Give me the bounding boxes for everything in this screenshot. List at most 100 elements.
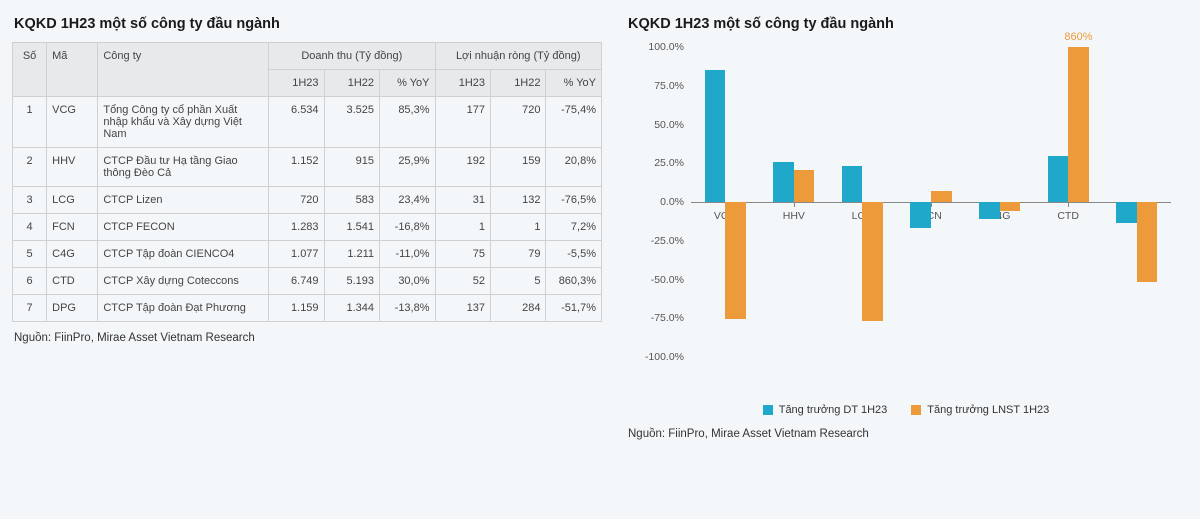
table-cell: 1.211 (324, 241, 379, 268)
table-cell: CTCP FECON (98, 214, 269, 241)
th-ln-1h23: 1H23 (435, 70, 490, 97)
overflow-label: 860% (1064, 31, 1092, 43)
table-row: 5C4GCTCP Tập đoàn CIENCO41.0771.211-11,0… (13, 241, 602, 268)
table-cell: 1.541 (324, 214, 379, 241)
table-cell: 3.525 (324, 97, 379, 148)
table-cell: 23,4% (380, 187, 435, 214)
th-dt-1h22: 1H22 (324, 70, 379, 97)
legend-item: Tăng trưởng LNST 1H23 (911, 404, 1049, 416)
legend-label: Tăng trưởng DT 1H23 (779, 404, 888, 416)
table-cell: 31 (435, 187, 490, 214)
table-cell: -51,7% (546, 295, 602, 322)
table-cell: 915 (324, 148, 379, 187)
th-dt-1h23: 1H23 (269, 70, 324, 97)
table-cell: 1.159 (269, 295, 324, 322)
th-ln-yoy: % YoY (546, 70, 602, 97)
table-cell: 5 (491, 268, 546, 295)
table-cell: 7,2% (546, 214, 602, 241)
table-cell: 1.077 (269, 241, 324, 268)
table-cell: CTCP Lizen (98, 187, 269, 214)
table-cell: -11,0% (380, 241, 435, 268)
table-cell: 5 (13, 241, 47, 268)
bar (910, 202, 931, 228)
table-cell: 25,9% (380, 148, 435, 187)
table-cell: 720 (269, 187, 324, 214)
bar (1116, 202, 1137, 223)
table-cell: VCG (47, 97, 98, 148)
table-cell: 159 (491, 148, 546, 187)
table-cell: 1 (491, 214, 546, 241)
bar (1048, 156, 1069, 203)
table-cell: 5.193 (324, 268, 379, 295)
table-cell: -75,4% (546, 97, 602, 148)
legend-label: Tăng trưởng LNST 1H23 (927, 404, 1049, 416)
table-cell: 20,8% (546, 148, 602, 187)
x-category-label: CTD (1057, 210, 1079, 222)
y-tick-label: 50.0% (636, 119, 684, 131)
table-cell: 1.152 (269, 148, 324, 187)
table-cell: -16,8% (380, 214, 435, 241)
table-cell: 6.534 (269, 97, 324, 148)
table-cell: 2 (13, 148, 47, 187)
table-cell: C4G (47, 241, 98, 268)
y-tick-label: 0.0% (636, 196, 684, 208)
table-row: 7DPGCTCP Tập đoàn Đạt Phương1.1591.344-1… (13, 295, 602, 322)
table-cell: CTCP Tập đoàn Đạt Phương (98, 295, 269, 322)
chart-panel: KQKD 1H23 một số công ty đầu ngành VCGHH… (626, 12, 1186, 440)
table-cell: 177 (435, 97, 490, 148)
th-cty: Công ty (98, 43, 269, 97)
th-loinhuanrong: Lợi nhuận ròng (Tỷ đồng) (435, 43, 601, 70)
table-cell: CTCP Đầu tư Hạ tầng Giao thông Đèo Cả (98, 148, 269, 187)
legend-swatch (911, 405, 921, 415)
bar (931, 191, 952, 202)
table-cell: 1.344 (324, 295, 379, 322)
table-row: 6CTDCTCP Xây dựng Coteccons6.7495.19330,… (13, 268, 602, 295)
bar (842, 166, 863, 202)
table-cell: 85,3% (380, 97, 435, 148)
y-tick-label: -25.0% (636, 235, 684, 247)
table-cell: 137 (435, 295, 490, 322)
table-cell: -13,8% (380, 295, 435, 322)
table-source: Nguồn: FiinPro, Mirae Asset Vietnam Rese… (14, 332, 602, 344)
table-cell: 3 (13, 187, 47, 214)
bar (862, 202, 883, 321)
legend-swatch (763, 405, 773, 415)
table-cell: 52 (435, 268, 490, 295)
y-tick-label: -100.0% (636, 351, 684, 363)
th-so: Số (13, 43, 47, 97)
bar (725, 202, 746, 319)
table-panel: KQKD 1H23 một số công ty đầu ngành Số Mã… (12, 12, 602, 440)
table-row: 2HHVCTCP Đầu tư Hạ tầng Giao thông Đèo C… (13, 148, 602, 187)
x-tick-mark (931, 202, 932, 207)
table-cell: -5,5% (546, 241, 602, 268)
table-cell: 1 (13, 97, 47, 148)
th-ln-1h22: 1H22 (491, 70, 546, 97)
th-doanhthu: Doanh thu (Tỷ đồng) (269, 43, 435, 70)
table-cell: -76,5% (546, 187, 602, 214)
table-cell: CTD (47, 268, 98, 295)
y-tick-label: -50.0% (636, 274, 684, 286)
chart-source: Nguồn: FiinPro, Mirae Asset Vietnam Rese… (628, 428, 1186, 440)
table-cell: FCN (47, 214, 98, 241)
bar (1068, 47, 1089, 202)
table-cell: 6.749 (269, 268, 324, 295)
bar (979, 202, 1000, 219)
table-cell: 79 (491, 241, 546, 268)
table-cell: 30,0% (380, 268, 435, 295)
table-cell: CTCP Xây dựng Coteccons (98, 268, 269, 295)
bar (773, 162, 794, 202)
table-cell: 132 (491, 187, 546, 214)
table-cell: Tổng Công ty cổ phần Xuất nhập khẩu và X… (98, 97, 269, 148)
table-cell: 1 (435, 214, 490, 241)
bar (1000, 202, 1021, 211)
table-cell: 75 (435, 241, 490, 268)
bar (1137, 202, 1158, 282)
table-cell: 7 (13, 295, 47, 322)
x-category-label: HHV (783, 210, 805, 222)
table-row: 1VCGTổng Công ty cổ phần Xuất nhập khẩu … (13, 97, 602, 148)
th-dt-yoy: % YoY (380, 70, 435, 97)
table-cell: 6 (13, 268, 47, 295)
table-cell: LCG (47, 187, 98, 214)
bar (794, 170, 815, 202)
results-table: Số Mã Công ty Doanh thu (Tỷ đồng) Lợi nh… (12, 42, 602, 322)
